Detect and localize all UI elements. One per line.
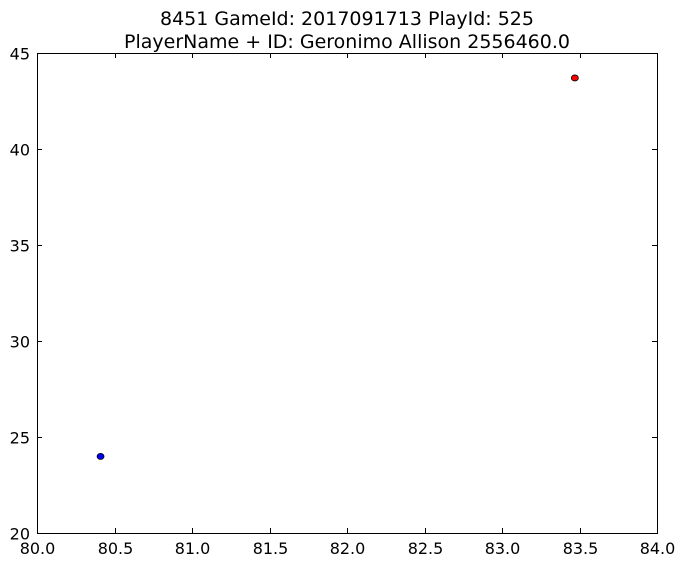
data-points bbox=[96, 74, 579, 460]
axes-frame bbox=[37, 53, 658, 534]
x-tick-label: 82.0 bbox=[330, 539, 366, 558]
y-tick-label: 45 bbox=[10, 45, 30, 64]
x-tick-label: 81.0 bbox=[175, 539, 211, 558]
y-tick-label: 20 bbox=[10, 525, 30, 544]
x-tick-label: 80.5 bbox=[98, 539, 134, 558]
x-tick-label: 83.5 bbox=[563, 539, 599, 558]
y-tick-label: 35 bbox=[10, 237, 30, 256]
x-tick-label: 84.0 bbox=[640, 539, 676, 558]
x-tick-label: 81.5 bbox=[253, 539, 289, 558]
chart-subtitle: PlayerName + ID: Geronimo Allison 255646… bbox=[124, 31, 570, 53]
y-tick-label: 30 bbox=[10, 333, 30, 352]
x-tick-label: 80.0 bbox=[20, 539, 56, 558]
chart-title: 8451 GameId: 2017091713 PlayId: 525 bbox=[160, 8, 534, 30]
x-axis: 80.0 80.5 81.0 81.5 82.0 82.5 83.0 83.5 84.0 bbox=[20, 53, 676, 558]
x-tick-label: 82.5 bbox=[408, 539, 444, 558]
x-tick-label: 83.0 bbox=[485, 539, 521, 558]
y-tick-label: 40 bbox=[10, 141, 30, 160]
y-axis: 20 25 30 35 40 45 bbox=[10, 45, 657, 544]
y-tick-label: 25 bbox=[10, 429, 30, 448]
data-point bbox=[570, 74, 579, 82]
data-point bbox=[96, 452, 105, 460]
